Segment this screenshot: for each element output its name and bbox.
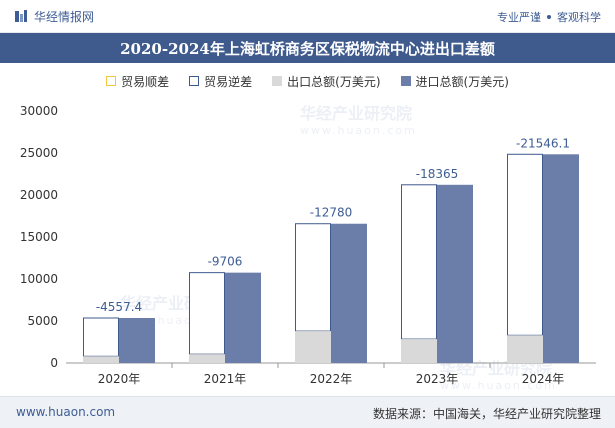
chart-plot: 0 5000 10000 15000 20000 25000 30000 -4557.4 202… bbox=[20, 104, 596, 386]
data-label-deficit: -12780 bbox=[310, 206, 353, 220]
x-tick-label: 2024年 bbox=[522, 372, 565, 386]
legend-label-surplus: 贸易顺差 bbox=[121, 74, 170, 89]
bar-export bbox=[189, 354, 225, 363]
bar-import bbox=[119, 317, 155, 363]
y-tick-label: 5000 bbox=[27, 314, 58, 328]
brand-logo-icon bbox=[15, 10, 27, 22]
x-tick-label: 2023年 bbox=[416, 372, 459, 386]
x-tick-label: 2022年 bbox=[310, 372, 353, 386]
y-tick-label: 20000 bbox=[20, 188, 58, 202]
y-tick-label: 0 bbox=[50, 356, 58, 370]
top-bar: 华经情报网 专业严谨 客观科学 bbox=[0, 0, 615, 33]
data-label-deficit: -9706 bbox=[208, 255, 243, 269]
bar-import bbox=[437, 184, 473, 363]
brand[interactable]: 华经情报网 bbox=[14, 7, 94, 25]
tagline-dot-icon bbox=[547, 15, 551, 19]
legend-swatch-import bbox=[400, 76, 411, 86]
bar-export bbox=[401, 339, 437, 363]
x-tick-label: 2020年 bbox=[98, 372, 141, 386]
y-tick-label: 30000 bbox=[20, 104, 58, 118]
data-label-deficit: -18365 bbox=[416, 167, 459, 181]
bar-import bbox=[225, 272, 261, 363]
data-label-deficit: -4557.4 bbox=[96, 300, 142, 314]
legend-label-export: 出口总额(万美元) bbox=[287, 74, 381, 89]
y-tick-label: 25000 bbox=[20, 146, 58, 160]
bar-deficit bbox=[189, 272, 225, 355]
footer-website[interactable]: www.huaon.com bbox=[16, 405, 116, 419]
footer: www.huaon.com 数据来源：中国海关，华经产业研究院整理 bbox=[0, 396, 615, 428]
legend-label-deficit: 贸易逆差 bbox=[204, 74, 253, 89]
legend-item-deficit[interactable]: 贸易逆差 bbox=[189, 73, 252, 90]
y-tick-label: 10000 bbox=[20, 272, 58, 286]
bar-export bbox=[83, 356, 119, 363]
legend-item-surplus[interactable]: 贸易顺差 bbox=[106, 73, 169, 90]
bar-deficit bbox=[507, 153, 543, 336]
bar-deficit bbox=[401, 184, 437, 340]
tagline-left: 专业严谨 bbox=[497, 11, 541, 24]
tagline-right: 客观科学 bbox=[557, 11, 601, 24]
legend-swatch-export bbox=[272, 76, 283, 86]
chart-title: 2020-2024年上海虹桥商务区保税物流中心进出口差额 bbox=[0, 33, 615, 63]
chart-legend: 贸易顺差 贸易逆差 出口总额(万美元) 进口总额(万美元) bbox=[0, 70, 615, 92]
brand-name: 华经情报网 bbox=[34, 9, 95, 24]
legend-item-import[interactable]: 进口总额(万美元) bbox=[400, 73, 509, 90]
legend-swatch-deficit bbox=[189, 76, 200, 86]
bar-deficit bbox=[83, 317, 119, 357]
data-label-deficit: -21546.1 bbox=[516, 136, 570, 150]
bar-export bbox=[295, 331, 331, 363]
chart-title-text: 2020-2024年上海虹桥商务区保税物流中心进出口差额 bbox=[120, 39, 495, 58]
bar-import bbox=[331, 223, 367, 363]
footer-source: 数据来源：中国海关，华经产业研究院整理 bbox=[372, 407, 601, 421]
y-tick-label: 15000 bbox=[20, 230, 58, 244]
legend-item-export[interactable]: 出口总额(万美元) bbox=[272, 73, 381, 90]
bar-deficit bbox=[295, 223, 331, 332]
legend-label-import: 进口总额(万美元) bbox=[415, 74, 509, 89]
x-tick-label: 2021年 bbox=[204, 372, 247, 386]
legend-swatch-surplus bbox=[106, 76, 117, 86]
bar-export bbox=[507, 335, 543, 363]
tagline: 专业严谨 客观科学 bbox=[497, 9, 601, 25]
bar-import bbox=[543, 154, 579, 363]
